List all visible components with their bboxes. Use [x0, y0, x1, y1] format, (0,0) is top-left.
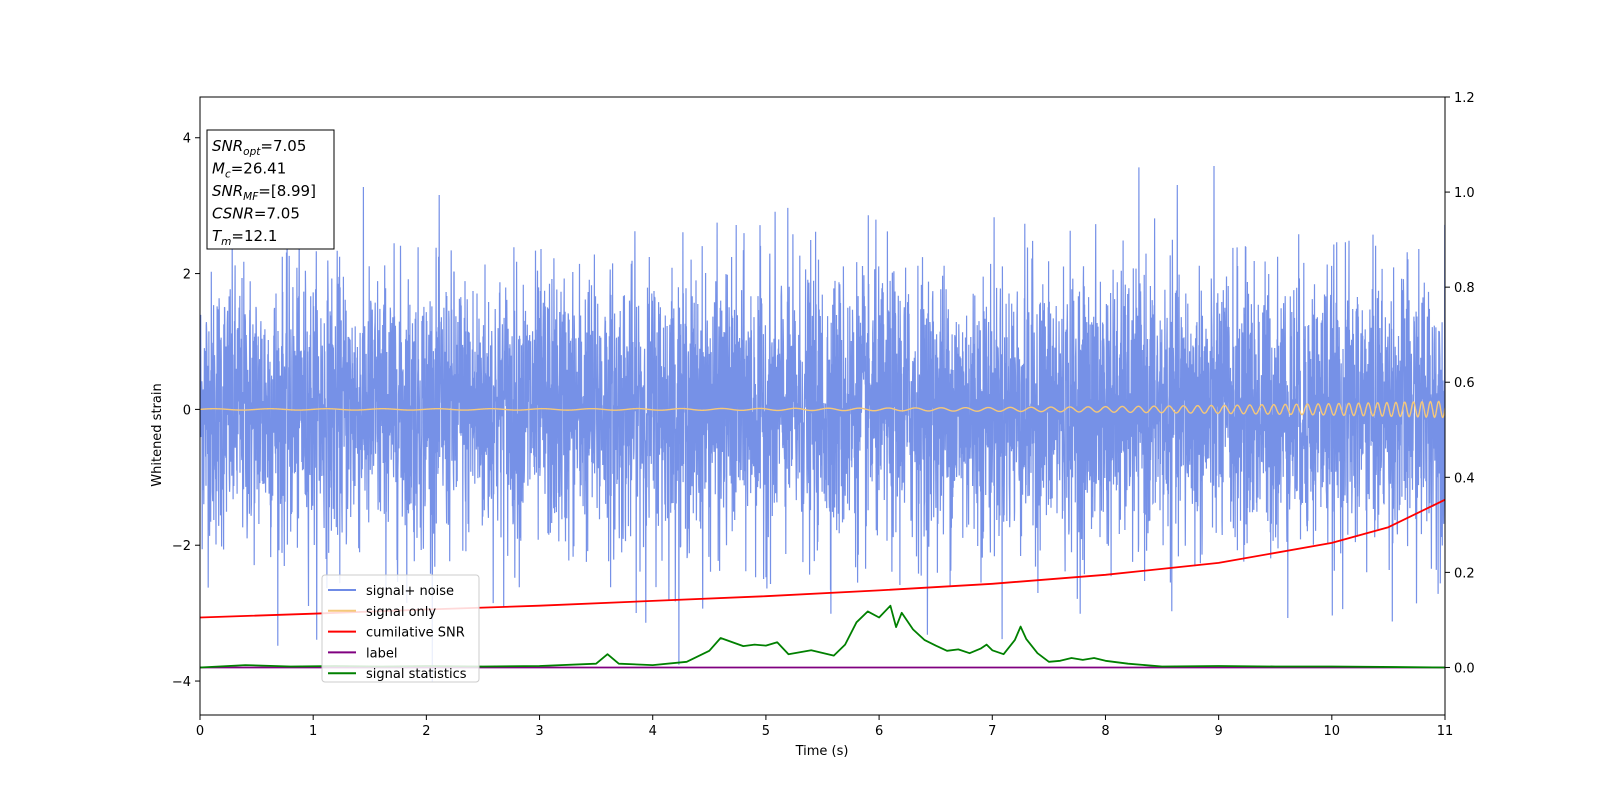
x-axis-label: Time (s) — [795, 744, 849, 759]
annotation-subscript: c — [225, 169, 231, 181]
legend-label: signal+ noise — [366, 584, 454, 599]
annotation-symbol: SNR — [212, 137, 243, 155]
annotation-value: =12.1 — [231, 227, 277, 245]
x-tick-label: 11 — [1437, 724, 1454, 739]
annotation-value: =7.05 — [254, 205, 300, 223]
x-tick-label: 3 — [535, 724, 543, 739]
annotation-subscript: MF — [243, 191, 259, 203]
y2-tick-label: 0.0 — [1454, 661, 1475, 676]
annotation-line: Tm=12.1 — [212, 227, 277, 248]
x-tick-label: 5 — [762, 724, 770, 739]
annotation-line: SNRMF=[8.99] — [212, 182, 316, 203]
y2-tick-label: 0.4 — [1454, 471, 1475, 486]
x-tick-label: 1 — [309, 724, 317, 739]
y2-tick-label: 0.2 — [1454, 566, 1475, 581]
legend-frame — [321, 574, 480, 683]
annotation-value: =[8.99] — [258, 182, 316, 200]
annotation-value: =26.41 — [231, 160, 287, 178]
y-axis-right: 0.0 0.2 0.4 0.6 0.8 1.0 1.2 — [1445, 91, 1475, 676]
y-axis-left: −4 −2 0 2 4 — [172, 132, 200, 690]
x-tick-label: 4 — [649, 724, 657, 739]
x-tick-label: 10 — [1324, 724, 1341, 739]
y-tick-label: −2 — [172, 539, 191, 554]
y2-tick-label: 1.2 — [1454, 91, 1475, 106]
x-tick-label: 6 — [875, 724, 883, 739]
series-line-signal-statistics — [200, 604, 1445, 669]
annotation-subscript: opt — [243, 146, 261, 158]
annotation-line: Mc=26.41 — [212, 160, 286, 181]
legend-label: cumilative SNR — [366, 626, 465, 641]
x-tick-label: 2 — [422, 724, 430, 739]
annotation-frame — [206, 129, 335, 250]
annotation-lines: SNRopt=7.05Mc=26.41SNRMF=[8.99]CSNR=7.05… — [212, 137, 316, 248]
x-tick-label: 0 — [196, 724, 204, 739]
x-tick-label: 8 — [1101, 724, 1109, 739]
annotation-line: SNRopt=7.05 — [212, 137, 306, 158]
y2-tick-label: 1.0 — [1454, 186, 1475, 201]
x-tick-label: 7 — [988, 724, 996, 739]
x-tick-label: 9 — [1214, 724, 1222, 739]
legend-items: signal+ noise signal only cumilative SNR la… — [328, 584, 467, 682]
y2-tick-label: 0.8 — [1454, 281, 1475, 296]
y2-tick-label: 0.6 — [1454, 376, 1475, 391]
annotation-symbol: CSNR — [212, 205, 254, 223]
y-tick-label: −4 — [172, 675, 191, 690]
annotation-subscript: m — [221, 236, 231, 248]
annotation-line: CSNR=7.05 — [212, 205, 300, 223]
series-line-signal-noise — [200, 165, 1445, 683]
y-axis-label: Whitened strain — [150, 383, 165, 486]
y-tick-label: 2 — [183, 268, 191, 283]
series-line-signal-only — [200, 400, 1445, 419]
annotation-symbol: M — [212, 160, 225, 178]
legend-label: signal only — [366, 605, 436, 620]
x-axis: 0 1 2 3 4 5 6 7 8 9 10 11 — [196, 715, 1453, 739]
annotation-box: SNRopt=7.05Mc=26.41SNRMF=[8.99]CSNR=7.05… — [206, 129, 335, 250]
plot-frame — [199, 96, 1446, 716]
legend: signal+ noise signal only cumilative SNR la… — [321, 574, 480, 683]
legend-label: signal statistics — [366, 667, 467, 682]
annotation-symbol: T — [212, 227, 223, 245]
y-tick-label: 0 — [183, 403, 191, 418]
legend-label: label — [366, 646, 397, 661]
y-tick-label: 4 — [183, 132, 191, 147]
annotation-value: =7.05 — [260, 137, 306, 155]
annotation-symbol: SNR — [212, 182, 243, 200]
